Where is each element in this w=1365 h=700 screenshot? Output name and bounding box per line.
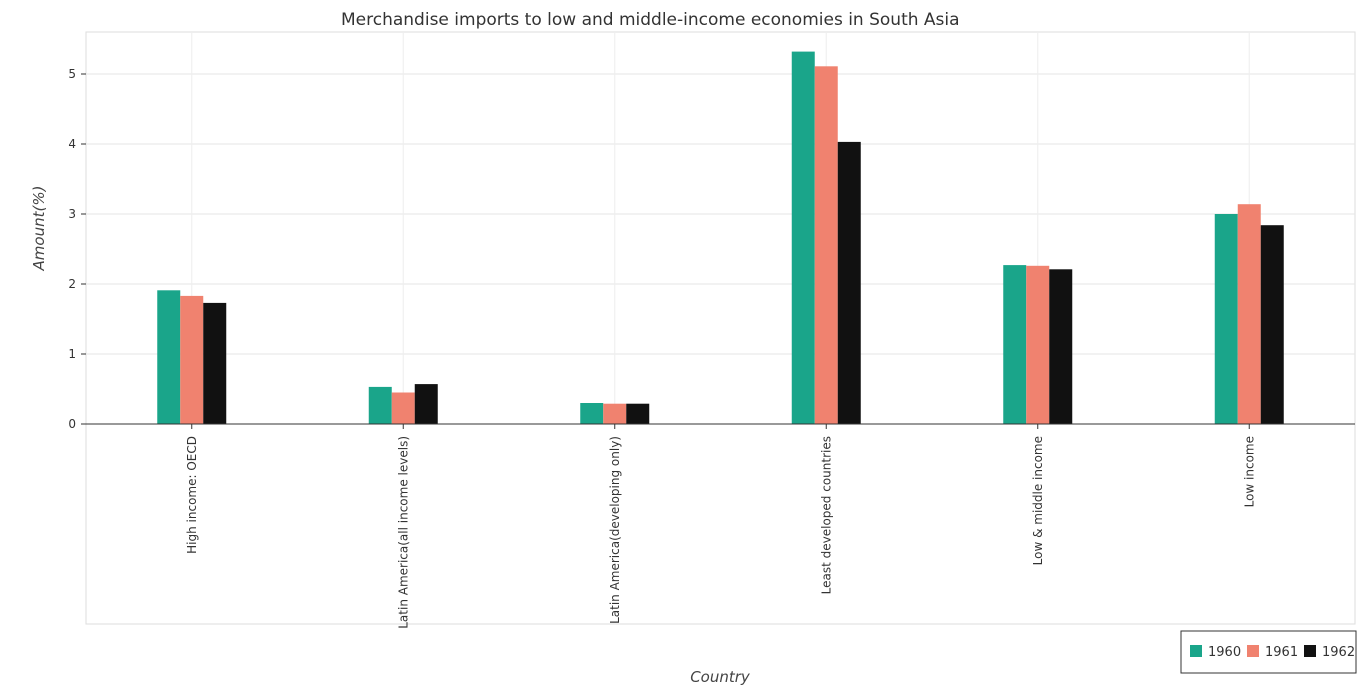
y-tick-label: 2 (68, 277, 76, 291)
legend: 1960 1961 1962 (1180, 630, 1357, 674)
bar-1962-1 (414, 384, 438, 424)
bars (157, 51, 1284, 425)
plot-area: 0 1 2 3 4 5 High income: OECD Latin America(al… (68, 31, 1356, 629)
bar-1960-5 (1214, 214, 1238, 424)
chart-title: Merchandise imports to low and middle-in… (341, 10, 960, 30)
legend-label-1960: 1960 (1208, 645, 1241, 660)
bar-1961-1 (391, 392, 415, 424)
bar-1960-2 (580, 403, 604, 424)
x-tick-label: Low & middle income (1031, 436, 1045, 565)
x-tick-label: Latin America(all income levels) (396, 436, 410, 629)
bar-1961-2 (603, 403, 627, 424)
bar-1961-3 (814, 66, 838, 425)
legend-swatch-1960 (1190, 645, 1202, 657)
legend-box (1180, 630, 1357, 674)
x-tick-label: Latin America(developing only) (608, 436, 622, 624)
bar-1962-3 (837, 141, 861, 424)
y-tick-label: 1 (68, 347, 76, 361)
x-ticks: High income: OECD Latin America(all incom… (185, 424, 1256, 629)
y-ticks: 0 1 2 3 4 5 (68, 67, 86, 431)
x-axis-label: Country (690, 668, 751, 686)
x-tick-label: Low income (1242, 436, 1256, 507)
legend-swatch-1962 (1304, 645, 1316, 657)
legend-label-1962: 1962 (1322, 645, 1355, 660)
bar-1960-3 (791, 51, 815, 424)
y-tick-label: 0 (68, 417, 76, 431)
bar-1960-4 (1003, 265, 1027, 424)
bar-1961-0 (180, 295, 204, 424)
legend-swatch-1961 (1247, 645, 1259, 657)
bar-1962-0 (203, 302, 227, 424)
bar-1962-2 (626, 403, 650, 424)
bar-1962-4 (1049, 269, 1073, 424)
x-tick-label: Least developed countries (819, 436, 833, 594)
y-tick-label: 3 (68, 207, 76, 221)
y-axis-label: Amount(%) (30, 186, 48, 272)
bar-1960-1 (368, 386, 392, 424)
bar-1960-0 (157, 290, 181, 424)
bar-1961-5 (1237, 204, 1261, 424)
bar-1961-4 (1026, 265, 1050, 424)
legend-label-1961: 1961 (1265, 645, 1298, 660)
y-tick-label: 4 (68, 137, 76, 151)
x-tick-label: High income: OECD (185, 436, 199, 554)
y-tick-label: 5 (68, 67, 76, 81)
bar-1962-5 (1260, 225, 1284, 424)
plot-frame (85, 31, 1356, 625)
